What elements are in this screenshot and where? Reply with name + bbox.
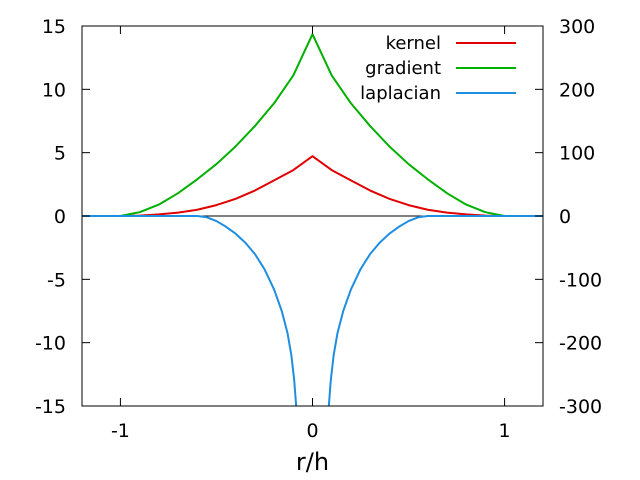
y-tick-label: 0: [54, 206, 66, 228]
y-tick-label: -5: [47, 269, 66, 291]
y-tick-label: 15: [42, 16, 66, 38]
y-tick-label: -15: [35, 396, 66, 418]
legend-label-laplacian: laplacian: [360, 83, 441, 104]
legend-label-gradient: gradient: [365, 58, 441, 79]
y-tick-label: 5: [54, 143, 66, 165]
series-line-laplacian: [82, 215, 543, 406]
x-tick-label: 0: [306, 420, 318, 442]
y2-tick-label: -200: [559, 333, 602, 355]
y2-tick-label: -300: [559, 396, 602, 418]
y2-tick-label: 200: [559, 79, 595, 101]
x-tick-label: -1: [111, 420, 130, 442]
legend: kernel gradient laplacian: [360, 33, 516, 104]
y2-tick-label: 100: [559, 143, 595, 165]
series-layer: [82, 33, 543, 406]
series-line-gradient: [82, 33, 543, 217]
y-tick-label: -10: [35, 333, 66, 355]
y2-tick-label: -100: [559, 269, 602, 291]
y-tick-label: 10: [42, 79, 66, 101]
x-tick-label: 1: [499, 420, 511, 442]
y2-tick-label: 0: [559, 206, 571, 228]
series-line-kernel: [82, 155, 543, 217]
legend-label-kernel: kernel: [386, 33, 441, 54]
y2-tick-label: 300: [559, 16, 595, 38]
x-axis-label: r/h: [296, 448, 329, 476]
